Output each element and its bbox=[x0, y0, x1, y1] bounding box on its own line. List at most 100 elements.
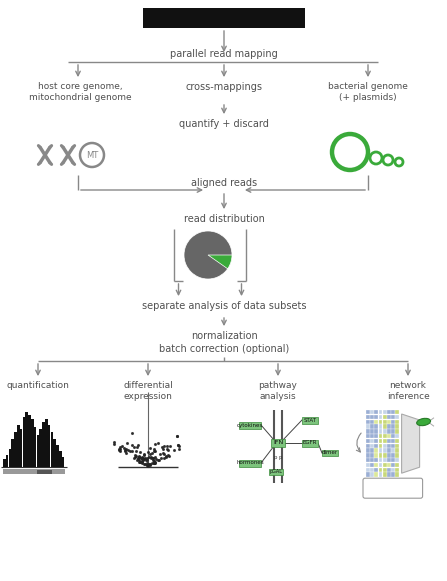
Point bbox=[154, 456, 161, 465]
Bar bbox=[383, 410, 387, 414]
Bar bbox=[8, 449, 11, 467]
Text: parallel read mapping: parallel read mapping bbox=[170, 49, 278, 59]
Bar bbox=[396, 449, 399, 453]
Point bbox=[152, 439, 159, 448]
Bar bbox=[391, 453, 395, 458]
Bar bbox=[370, 419, 374, 424]
Bar bbox=[366, 458, 370, 462]
Point bbox=[146, 443, 153, 453]
Point bbox=[131, 442, 138, 451]
Bar bbox=[383, 444, 387, 448]
Point bbox=[174, 440, 181, 450]
Bar bbox=[396, 434, 399, 439]
Point bbox=[142, 454, 149, 463]
Point bbox=[140, 459, 147, 468]
Bar bbox=[366, 444, 370, 448]
FancyBboxPatch shape bbox=[363, 478, 422, 498]
Bar bbox=[366, 468, 370, 472]
Bar bbox=[391, 419, 395, 424]
Point bbox=[150, 446, 157, 455]
Bar bbox=[383, 463, 387, 467]
Bar bbox=[396, 424, 399, 429]
Point bbox=[173, 432, 180, 441]
Point bbox=[151, 458, 158, 467]
Point bbox=[148, 458, 156, 467]
Point bbox=[118, 441, 126, 450]
Bar bbox=[59, 451, 62, 467]
Bar bbox=[375, 463, 378, 467]
Bar bbox=[379, 439, 382, 443]
Bar bbox=[396, 415, 399, 419]
Bar bbox=[370, 468, 374, 472]
Point bbox=[125, 446, 132, 455]
Bar bbox=[387, 472, 391, 477]
Bar bbox=[271, 439, 285, 447]
Bar bbox=[383, 439, 387, 443]
Bar bbox=[375, 453, 378, 458]
Point bbox=[136, 457, 143, 467]
Bar bbox=[51, 432, 53, 467]
Bar bbox=[375, 434, 378, 439]
Bar bbox=[28, 415, 31, 467]
Bar bbox=[370, 449, 374, 453]
Point bbox=[139, 455, 146, 464]
Text: hormones: hormones bbox=[236, 461, 264, 465]
Bar bbox=[37, 435, 39, 467]
Point bbox=[124, 439, 131, 448]
Text: pGAL: pGAL bbox=[270, 469, 283, 475]
Bar bbox=[375, 472, 378, 477]
Bar bbox=[31, 419, 34, 467]
Bar bbox=[366, 434, 370, 439]
Point bbox=[131, 453, 138, 462]
Bar bbox=[14, 432, 17, 467]
Bar bbox=[370, 453, 374, 458]
Bar bbox=[34, 427, 36, 467]
Bar bbox=[383, 434, 387, 439]
Point bbox=[132, 453, 139, 462]
Bar bbox=[366, 453, 370, 458]
Point bbox=[150, 458, 157, 468]
Point bbox=[135, 455, 143, 464]
Text: Illumina sequencing: Illumina sequencing bbox=[161, 13, 287, 23]
Bar bbox=[370, 458, 374, 462]
Wedge shape bbox=[184, 231, 232, 279]
Point bbox=[117, 446, 124, 456]
Point bbox=[144, 462, 152, 471]
Bar bbox=[379, 458, 382, 462]
Bar bbox=[383, 415, 387, 419]
Bar bbox=[17, 425, 20, 467]
Point bbox=[143, 455, 150, 464]
Bar bbox=[391, 458, 395, 462]
Point bbox=[149, 455, 156, 464]
Point bbox=[144, 447, 152, 457]
Bar bbox=[370, 415, 374, 419]
Bar bbox=[39, 429, 42, 467]
Bar bbox=[370, 439, 374, 443]
Point bbox=[122, 446, 129, 456]
Bar bbox=[379, 434, 382, 439]
Point bbox=[129, 429, 136, 438]
Bar bbox=[366, 424, 370, 429]
Bar bbox=[387, 453, 391, 458]
Bar bbox=[375, 429, 378, 433]
Point bbox=[135, 457, 143, 467]
Point bbox=[140, 454, 147, 464]
Bar bbox=[391, 463, 395, 467]
Point bbox=[171, 445, 178, 454]
Bar bbox=[387, 458, 391, 462]
Bar bbox=[391, 429, 395, 433]
Bar bbox=[239, 460, 261, 467]
Bar bbox=[391, 444, 395, 448]
Text: read distribution: read distribution bbox=[184, 214, 265, 224]
Bar bbox=[3, 459, 5, 467]
Point bbox=[129, 440, 136, 450]
Bar bbox=[45, 419, 47, 467]
Bar bbox=[366, 449, 370, 453]
Bar bbox=[37, 469, 52, 474]
Point bbox=[152, 453, 159, 462]
Bar bbox=[366, 410, 370, 414]
Point bbox=[140, 456, 147, 465]
Bar bbox=[387, 463, 391, 467]
Point bbox=[134, 454, 141, 463]
Point bbox=[155, 456, 162, 465]
